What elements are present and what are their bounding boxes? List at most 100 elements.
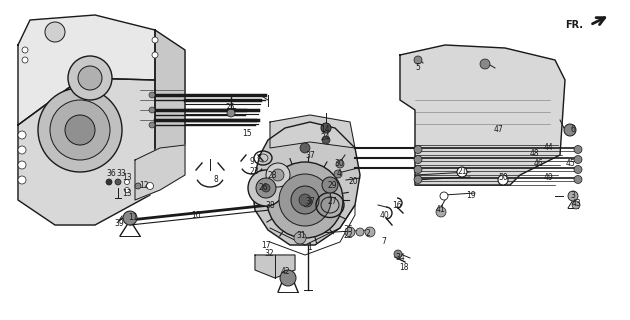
Circle shape: [38, 88, 122, 172]
Polygon shape: [270, 115, 355, 148]
Text: 29: 29: [327, 181, 337, 190]
Circle shape: [280, 270, 296, 286]
Text: 21: 21: [457, 167, 467, 177]
Circle shape: [334, 170, 342, 178]
Circle shape: [291, 186, 319, 214]
Circle shape: [45, 22, 65, 42]
Text: 12: 12: [139, 181, 149, 190]
Text: 6: 6: [571, 125, 575, 134]
Text: 49: 49: [544, 172, 554, 181]
Circle shape: [65, 115, 95, 145]
Circle shape: [414, 146, 422, 154]
Circle shape: [365, 227, 375, 237]
Text: 9: 9: [249, 156, 255, 165]
Circle shape: [294, 232, 306, 244]
Text: 27: 27: [327, 196, 337, 205]
Text: 30: 30: [334, 158, 344, 167]
Circle shape: [68, 56, 112, 100]
Circle shape: [574, 156, 582, 164]
Text: 41: 41: [435, 205, 445, 214]
Text: 4: 4: [336, 170, 341, 179]
Circle shape: [149, 92, 155, 98]
Circle shape: [299, 194, 311, 206]
Circle shape: [394, 250, 402, 258]
Circle shape: [22, 57, 28, 63]
Circle shape: [498, 175, 508, 185]
Text: 7: 7: [382, 236, 386, 245]
Circle shape: [572, 201, 580, 209]
Circle shape: [135, 183, 141, 189]
Text: 31: 31: [296, 230, 306, 239]
Text: 16: 16: [392, 202, 402, 211]
Circle shape: [18, 146, 26, 154]
Text: 15: 15: [242, 130, 252, 139]
Text: 1: 1: [307, 244, 312, 252]
Circle shape: [564, 124, 576, 136]
Circle shape: [322, 177, 338, 193]
Text: 44: 44: [543, 143, 553, 153]
Circle shape: [149, 122, 155, 128]
Polygon shape: [135, 145, 185, 200]
Text: 35: 35: [343, 225, 353, 234]
Text: 43: 43: [571, 198, 581, 207]
Circle shape: [123, 211, 137, 225]
Circle shape: [414, 175, 422, 183]
Polygon shape: [252, 122, 360, 245]
Text: 17: 17: [261, 242, 271, 251]
Circle shape: [50, 100, 110, 160]
Circle shape: [574, 165, 582, 173]
Text: 47: 47: [494, 125, 504, 134]
Circle shape: [266, 163, 290, 187]
Text: 24: 24: [320, 133, 330, 142]
Text: 37: 37: [305, 197, 315, 206]
Text: 32: 32: [264, 250, 274, 259]
Circle shape: [574, 146, 582, 154]
Circle shape: [414, 156, 422, 164]
Text: 20: 20: [348, 177, 358, 186]
Circle shape: [345, 227, 355, 237]
Text: 25: 25: [225, 103, 235, 113]
Text: 10: 10: [191, 211, 201, 220]
Text: 40: 40: [379, 211, 389, 220]
Circle shape: [457, 167, 467, 177]
Polygon shape: [155, 30, 185, 165]
Circle shape: [248, 170, 284, 206]
Circle shape: [480, 59, 490, 69]
Circle shape: [336, 160, 344, 168]
Circle shape: [267, 162, 343, 238]
Text: 11: 11: [129, 213, 138, 222]
Circle shape: [152, 52, 158, 58]
Circle shape: [149, 107, 155, 113]
Text: 36: 36: [106, 169, 116, 178]
Circle shape: [322, 136, 330, 144]
Circle shape: [125, 188, 130, 193]
Text: 45: 45: [565, 158, 575, 167]
Text: 42: 42: [280, 268, 290, 276]
Text: FR.: FR.: [565, 20, 583, 30]
Circle shape: [18, 176, 26, 184]
Text: 48: 48: [529, 149, 539, 158]
Circle shape: [152, 37, 158, 43]
Text: 14: 14: [320, 125, 330, 134]
Circle shape: [414, 56, 422, 64]
Text: 39: 39: [114, 220, 124, 228]
Polygon shape: [18, 78, 155, 225]
Circle shape: [125, 180, 130, 185]
Text: 8: 8: [214, 175, 219, 185]
Text: 37: 37: [305, 150, 315, 159]
Text: 2: 2: [365, 228, 370, 237]
Circle shape: [147, 182, 154, 189]
Circle shape: [18, 131, 26, 139]
Circle shape: [279, 174, 331, 226]
Circle shape: [300, 143, 310, 153]
Text: 33: 33: [116, 169, 126, 178]
Circle shape: [115, 179, 121, 185]
Circle shape: [321, 123, 331, 133]
Circle shape: [78, 66, 102, 90]
Text: 3: 3: [571, 191, 575, 201]
Polygon shape: [18, 15, 155, 125]
Text: 23: 23: [249, 167, 259, 177]
Circle shape: [436, 207, 446, 217]
Text: 28: 28: [267, 171, 277, 180]
Text: 5: 5: [416, 63, 420, 73]
